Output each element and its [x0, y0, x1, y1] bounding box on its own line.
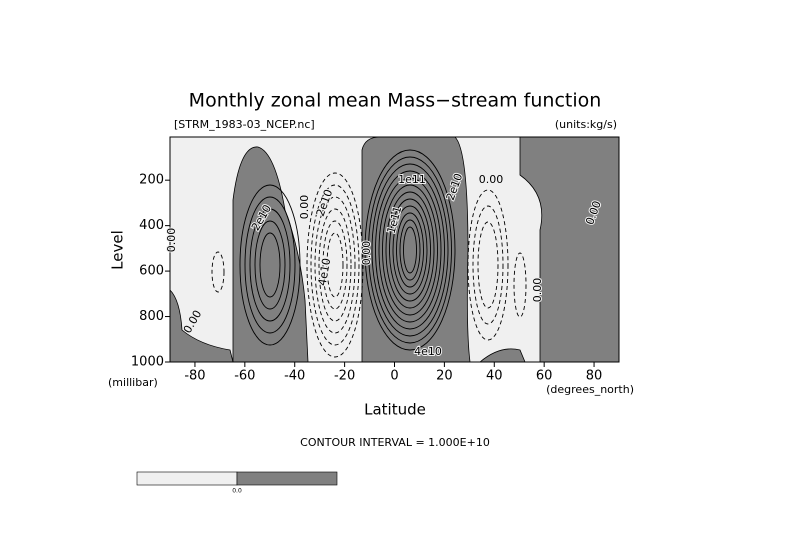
contour-line — [403, 226, 417, 274]
contour-line — [392, 205, 428, 295]
contour-label: 0.00 — [360, 241, 373, 266]
x-tick-label: 40 — [486, 369, 503, 384]
y-tick-label: 800 — [139, 309, 164, 324]
y-tick-label: 600 — [139, 264, 164, 279]
x-tick-label: -60 — [234, 369, 255, 384]
contour-line — [385, 191, 435, 309]
shaded-region — [478, 348, 526, 363]
x-tick-label: 0 — [390, 369, 398, 384]
contour-line — [306, 172, 364, 358]
contour-line — [244, 196, 296, 334]
contour-line — [254, 220, 286, 310]
shaded-region — [169, 289, 234, 363]
contour-line — [375, 170, 445, 330]
colorbar-label: 0.0 — [232, 488, 242, 495]
contour-line — [382, 184, 438, 316]
contour-line — [368, 156, 452, 344]
chart-title: Monthly zonal mean Mass−stream function — [189, 90, 602, 112]
contour-note: CONTOUR INTERVAL = 1.000E+10 — [300, 436, 490, 449]
contour-label: 0.00 — [479, 173, 504, 186]
contour-line — [211, 251, 225, 293]
y-tick-label: 200 — [139, 173, 164, 188]
x-tick-label: 60 — [536, 369, 553, 384]
contour-line — [513, 252, 527, 318]
contour-line — [371, 163, 449, 337]
subtitle-right: (units:kg/s) — [555, 118, 617, 131]
contour-label: 0.00 — [531, 278, 544, 303]
contour-line — [472, 205, 504, 325]
x-tick-label: -20 — [334, 369, 355, 384]
contour-line — [259, 232, 281, 298]
contour-line — [239, 184, 301, 346]
contour-line — [399, 219, 421, 281]
contour-line — [314, 196, 356, 334]
contour-line — [364, 149, 456, 351]
x-axis-label: Latitude — [364, 401, 426, 419]
x-tick-label: -40 — [284, 369, 305, 384]
y-unit: (millibar) — [108, 376, 158, 389]
x-tick-label: -80 — [184, 369, 205, 384]
contour-label: 4e10 — [414, 345, 442, 358]
y-tick-label: 400 — [139, 218, 164, 233]
contour-line — [322, 220, 348, 310]
x-tick-label: 80 — [586, 369, 603, 384]
colorbar-high — [236, 471, 338, 486]
contour-line — [318, 208, 352, 322]
y-tick-label: 1000 — [131, 355, 164, 370]
contour-line — [396, 212, 424, 288]
contour-line — [477, 221, 499, 309]
x-unit: (degrees_north) — [546, 383, 634, 396]
subtitle-left: [STRM_1983-03_NCEP.nc] — [174, 118, 315, 131]
y-axis-label: Level — [109, 230, 127, 270]
contour-line — [378, 177, 442, 323]
contour-line — [249, 208, 291, 322]
contour-label: 0.00 — [165, 228, 178, 253]
contour-label: 4e10 — [316, 257, 334, 287]
contour-line — [389, 198, 431, 302]
contour-line — [326, 232, 344, 298]
contour-label: 0.00 — [298, 195, 311, 220]
x-tick-label: 20 — [436, 369, 453, 384]
contour-line — [467, 189, 509, 341]
colorbar-low — [136, 471, 238, 486]
contour-line — [310, 184, 360, 346]
contour-label: 1e11 — [398, 173, 426, 186]
